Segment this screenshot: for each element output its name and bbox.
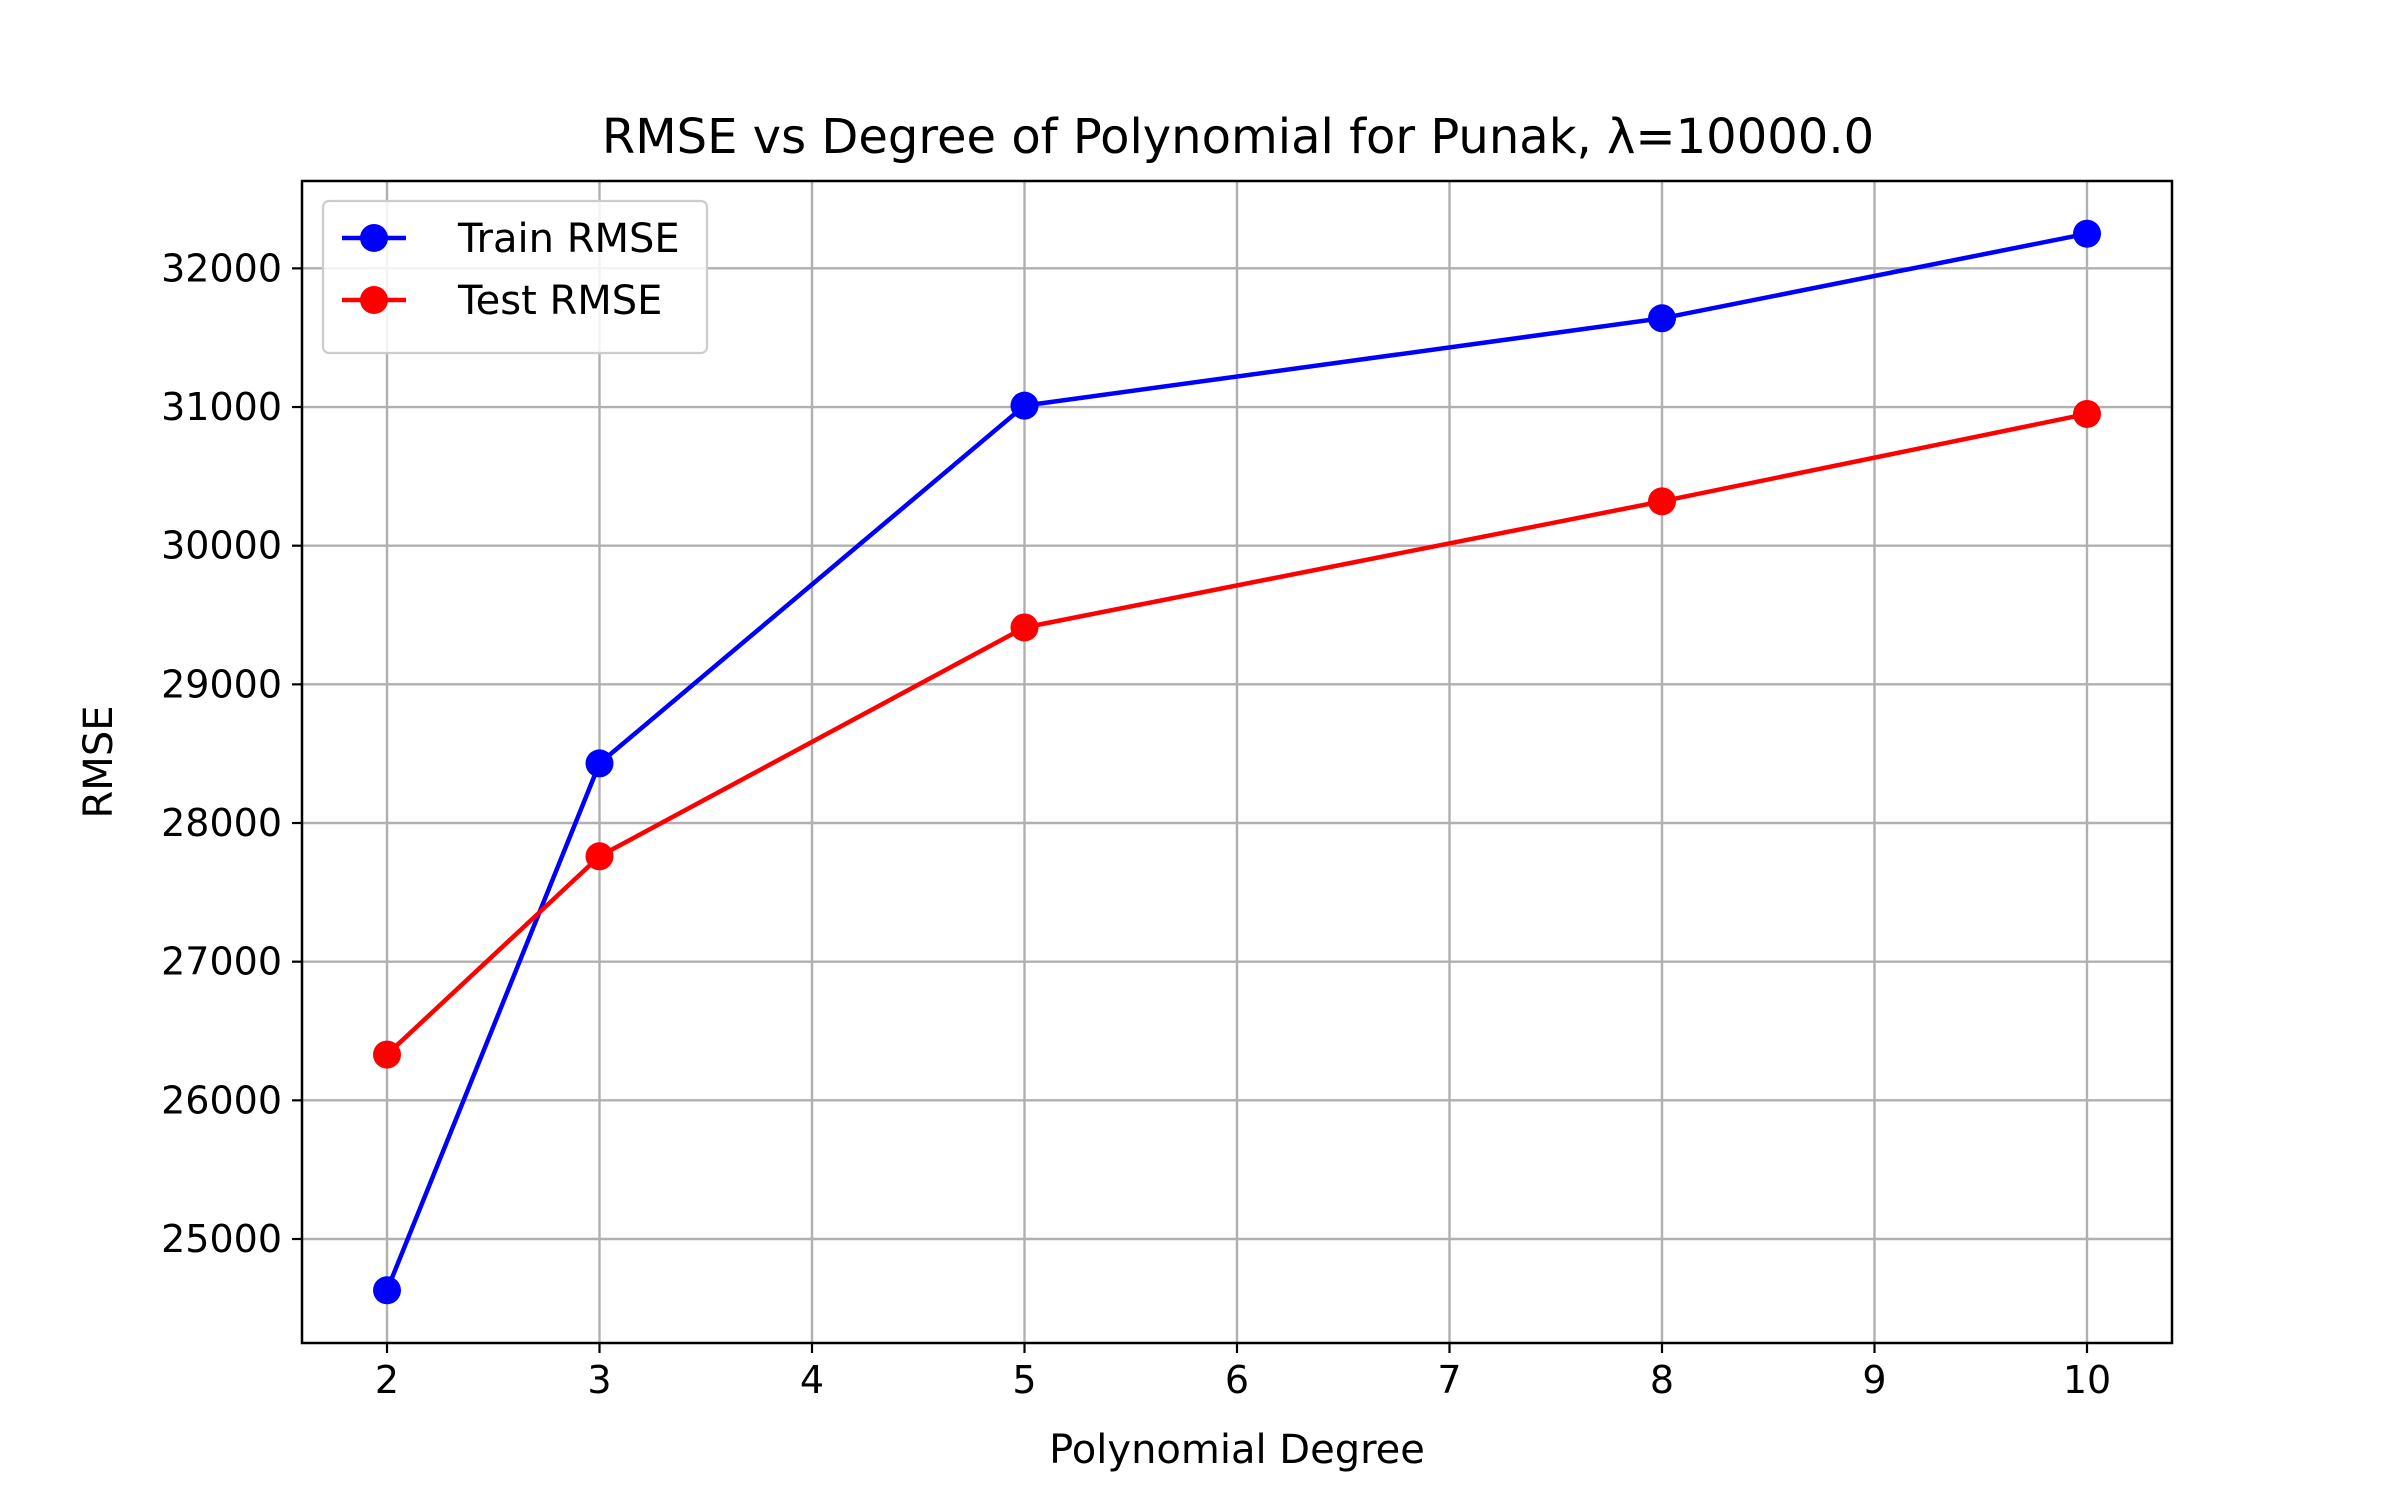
x-tick-label: 7 [1437, 1358, 1461, 1402]
x-tick-label: 6 [1225, 1358, 1249, 1402]
test-rmse-point [1648, 487, 1676, 516]
y-tick-label: 26000 [161, 1078, 282, 1122]
legend: Train RMSE Test RMSE [321, 199, 709, 355]
grid-lines [302, 181, 2172, 1343]
x-tick-label: 8 [1650, 1358, 1674, 1402]
test-rmse-point [2073, 399, 2101, 428]
x-tick-label: 4 [800, 1358, 824, 1402]
y-tick-label: 28000 [161, 801, 282, 845]
x-tick-label: 10 [2063, 1358, 2111, 1402]
test-rmse-point [585, 842, 614, 871]
train-rmse-point [1648, 304, 1676, 333]
train-rmse-point [2073, 219, 2101, 248]
legend-label-train-rmse: Train RMSE [457, 216, 680, 262]
legend-marker-train-rmse [360, 224, 388, 252]
train-rmse-point [585, 749, 614, 778]
x-tick-label: 3 [587, 1358, 611, 1402]
y-tick-label: 25000 [161, 1217, 282, 1261]
test-rmse-point [1010, 613, 1039, 642]
axis-ticks: 2 3 4 5 6 7 8 9 10 25000 26000 27000 28000 29000 30000… [161, 246, 2111, 1402]
y-tick-label: 27000 [161, 940, 282, 984]
legend-box [321, 199, 709, 355]
legend-marker-test-rmse [360, 286, 388, 314]
x-tick-label: 9 [1862, 1358, 1886, 1402]
x-tick-label: 5 [1012, 1358, 1036, 1402]
train-rmse-point [1010, 391, 1039, 420]
x-axis-label: Polynomial Degree [1049, 1427, 1425, 1473]
chart-title: RMSE vs Degree of Polynomial for Punak, … [602, 109, 1874, 165]
y-tick-label: 32000 [161, 246, 282, 290]
test-rmse-point [373, 1040, 401, 1069]
legend-label-test-rmse: Test RMSE [457, 278, 662, 324]
train-rmse-point [373, 1276, 401, 1305]
series-layer [373, 219, 2101, 1305]
y-tick-label: 30000 [161, 524, 282, 568]
y-axis-label: RMSE [76, 706, 122, 819]
x-tick-label: 2 [375, 1358, 399, 1402]
y-tick-label: 29000 [161, 662, 282, 706]
y-tick-label: 31000 [161, 385, 282, 429]
